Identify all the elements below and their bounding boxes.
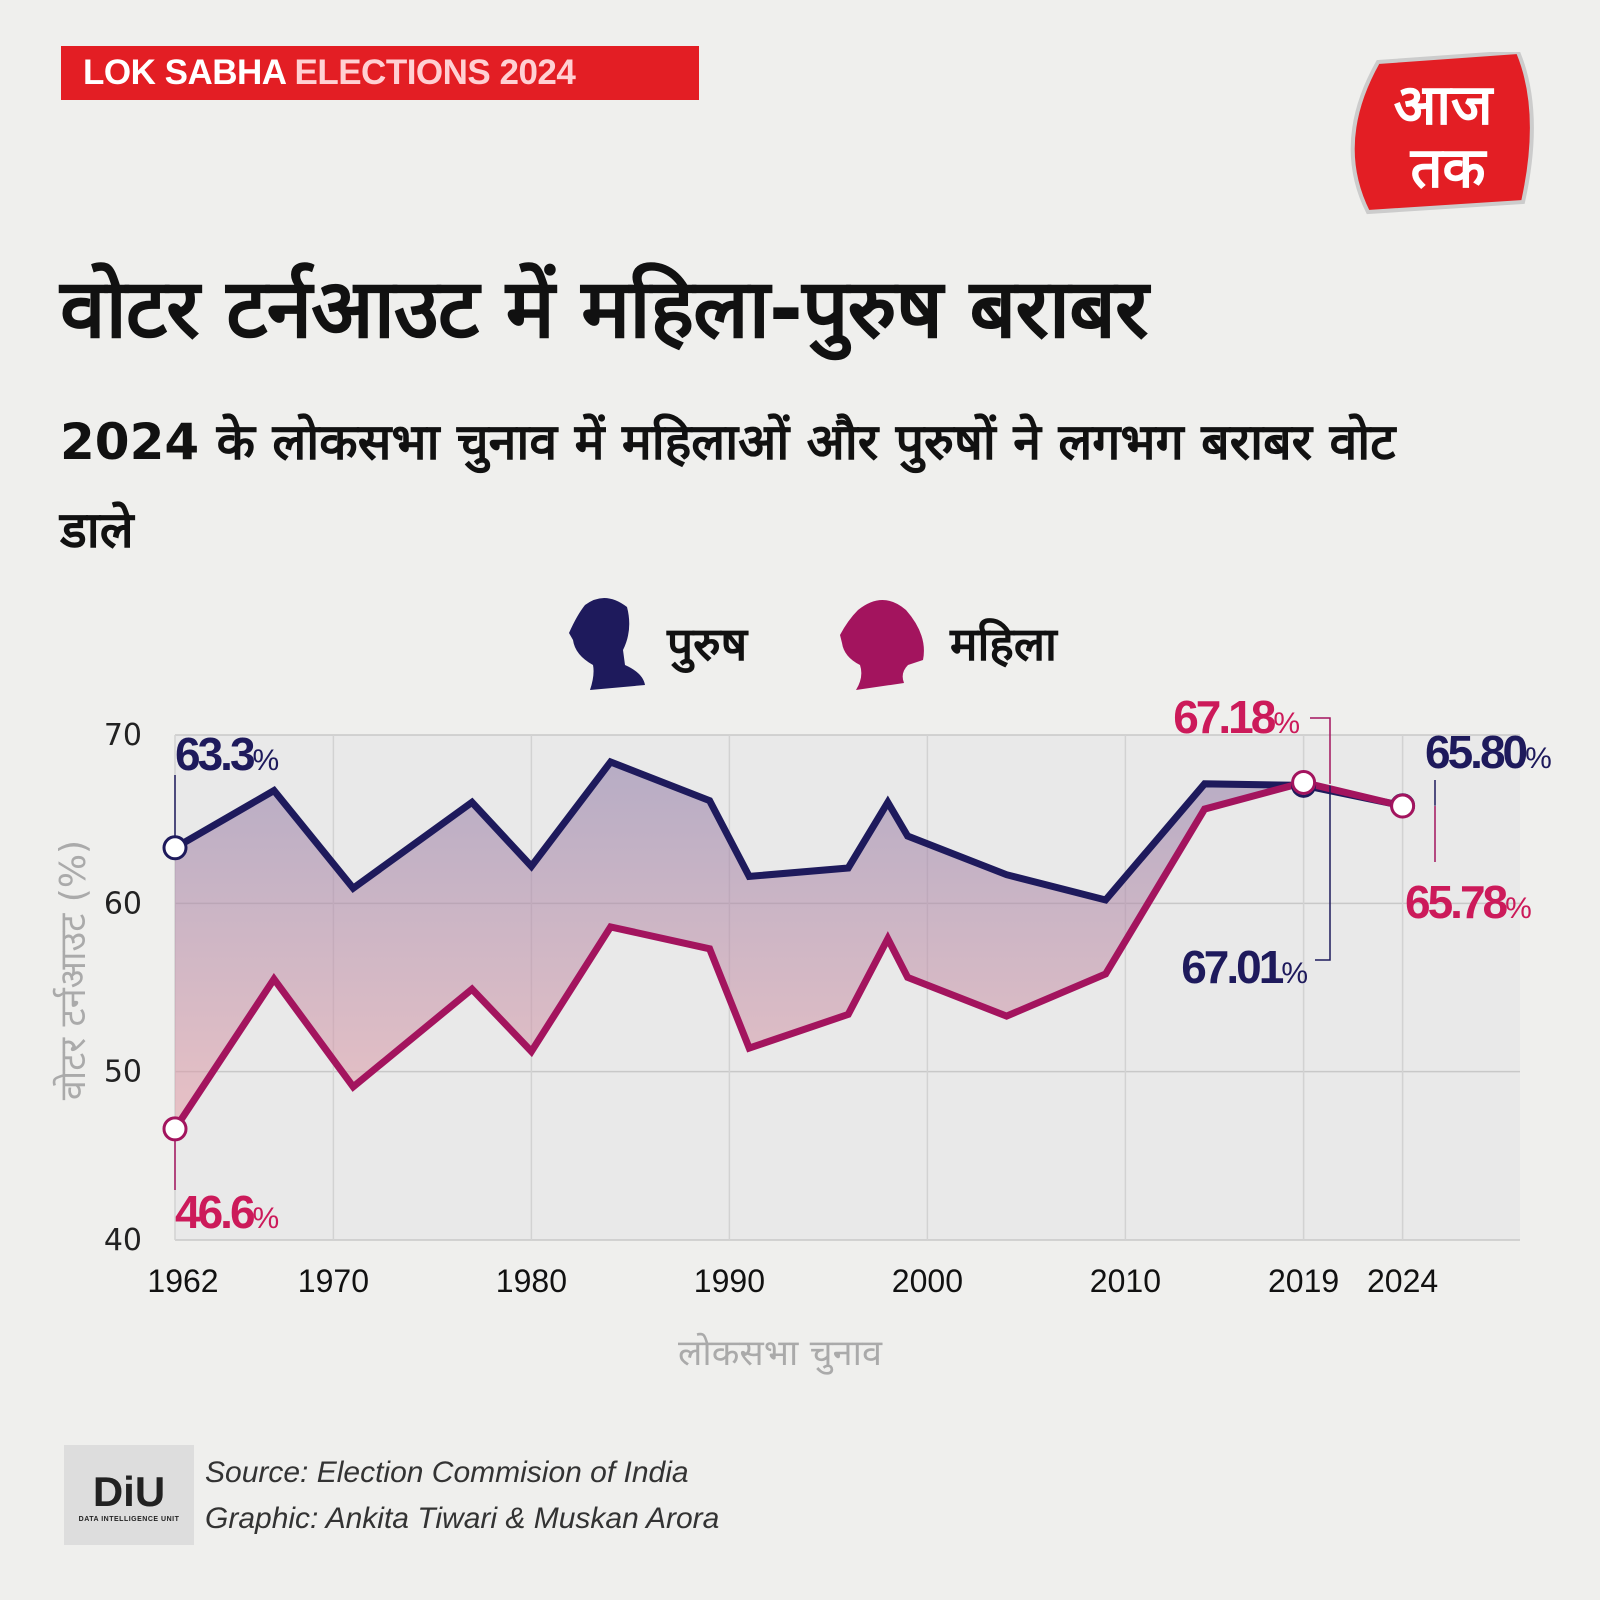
svg-text:तक: तक (1410, 136, 1488, 201)
y-tick-label: 60 (104, 886, 142, 921)
y-tick-label: 40 (104, 1223, 142, 1258)
annotation-female-1962: 46.6% (175, 1186, 279, 1238)
marker-female-1962 (162, 1116, 188, 1142)
svg-text:आज: आज (1394, 73, 1495, 138)
x-tick-label: 2010 (1090, 1263, 1161, 1299)
series-line-female (172, 778, 1404, 1131)
female-silhouette-icon (840, 600, 924, 690)
x-tick-label: 2019 (1268, 1263, 1339, 1299)
annotation-male-2024: 65.80% (1425, 726, 1552, 778)
graphic-credit: Graphic: Ankita Tiwari & Muskan Arora (205, 1502, 720, 1535)
x-axis-label: लोकसभा चुनाव (678, 1332, 883, 1375)
marker-female-2024 (1390, 793, 1416, 819)
marker-female-2019 (1291, 769, 1317, 795)
source-text: Source: Election Commision of India (205, 1456, 689, 1489)
male-silhouette-icon (569, 597, 645, 690)
x-tick-label: 2000 (892, 1263, 963, 1299)
y-axis-label: वोटर टर्नआउट (%) (52, 840, 94, 1100)
badge-text: LOK SABHA (83, 53, 295, 92)
x-tick-label: 2024 (1367, 1263, 1438, 1299)
annotation-female-2024: 65.78% (1405, 876, 1532, 928)
x-tick-label: 1970 (298, 1263, 369, 1299)
annotation-leader (1310, 717, 1331, 784)
legend-label: पुरुष (667, 616, 748, 671)
page-title: वोटर टर्नआउट में महिला-पुरुष बराबर (60, 262, 1148, 357)
source-credits: Source: Election Commision of India Grap… (205, 1450, 719, 1542)
diu-logo-subtext: DATA INTELLIGENCE UNIT (78, 1515, 180, 1523)
aaj-tak-logo: आज तक (1350, 52, 1534, 215)
annotation-male-1962: 63.3% (175, 728, 279, 780)
diu-logo: DiU DATA INTELLIGENCE UNIT (64, 1445, 194, 1545)
x-tick-label: 1980 (496, 1263, 567, 1299)
badge-text-highlight: ELECTIONS 2024 (294, 53, 576, 92)
x-tick-label: 1962 (147, 1263, 218, 1299)
annotation-male-2019: 67.01% (1181, 941, 1308, 993)
election-badge: LOK SABHA ELECTIONS 2024 (61, 46, 699, 100)
page-subtitle: 2024 के लोकसभा चुनाव में महिलाओं और पुरु… (60, 413, 1396, 559)
gap-area (175, 761, 1403, 1129)
legend-female: महिला (838, 595, 1057, 690)
legend-label: महिला (950, 616, 1057, 671)
legend-male: पुरुष (565, 595, 747, 690)
annotation-leader (1315, 785, 1331, 961)
annotation-female-2019: 67.18% (1173, 691, 1300, 743)
diu-logo-text: DiU (92, 1467, 166, 1515)
y-tick-label: 50 (104, 1055, 142, 1090)
series-line-male (173, 757, 1404, 904)
y-tick-label: 70 (104, 718, 142, 753)
marker-male-1962 (162, 835, 188, 861)
x-tick-label: 1990 (694, 1263, 765, 1299)
